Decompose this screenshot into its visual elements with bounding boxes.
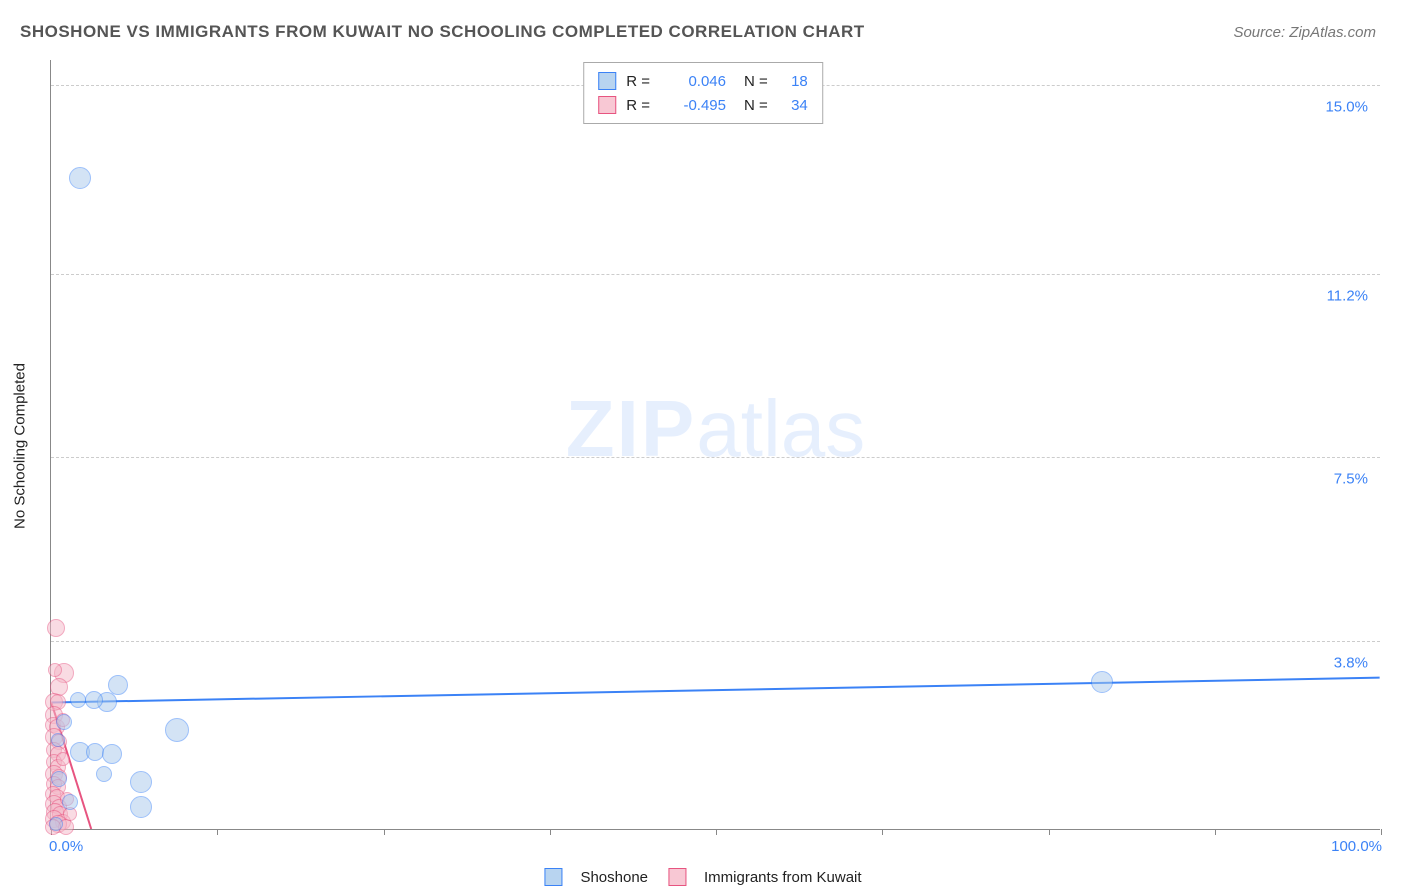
legend-n-value: 34 [774, 97, 808, 114]
legend-n-label: N = [744, 97, 768, 114]
legend-series-label: Immigrants from Kuwait [704, 869, 862, 886]
legend-r-label: R = [626, 73, 650, 90]
gridline [51, 641, 1380, 642]
data-point [102, 744, 122, 764]
x-tick [217, 829, 218, 835]
x-tick [1215, 829, 1216, 835]
data-point [69, 167, 91, 189]
data-point [1091, 671, 1113, 693]
y-tick-label: 15.0% [1325, 98, 1368, 115]
legend-swatch [544, 868, 562, 886]
legend-series-label: Shoshone [580, 869, 648, 886]
data-point [130, 771, 152, 793]
legend-row: R = 0.046 N = 18 [598, 69, 808, 93]
x-tick [1049, 829, 1050, 835]
data-point [62, 794, 78, 810]
chart-title: SHOSHONE VS IMMIGRANTS FROM KUWAIT NO SC… [20, 22, 865, 42]
gridline [51, 274, 1380, 275]
x-tick [384, 829, 385, 835]
legend-row: R = -0.495 N = 34 [598, 93, 808, 117]
trend-line [51, 678, 1379, 703]
source-label: Source: ZipAtlas.com [1233, 24, 1376, 41]
y-axis-label: No Schooling Completed [12, 363, 29, 529]
data-point [165, 718, 189, 742]
trend-lines-layer [51, 60, 1380, 829]
legend-n-label: N = [744, 73, 768, 90]
data-point [108, 675, 128, 695]
data-point [51, 771, 67, 787]
x-tick [550, 829, 551, 835]
legend-item: Shoshone [544, 868, 648, 886]
data-point [51, 733, 65, 747]
legend-r-label: R = [626, 97, 650, 114]
y-tick-label: 7.5% [1334, 471, 1368, 488]
legend-n-value: 18 [774, 73, 808, 90]
legend-r-value: 0.046 [656, 73, 726, 90]
x-tick [1381, 829, 1382, 835]
x-axis-label-min: 0.0% [49, 838, 83, 855]
data-point [85, 691, 103, 709]
series-legend: Shoshone Immigrants from Kuwait [544, 868, 861, 886]
data-point [130, 796, 152, 818]
legend-swatch [598, 96, 616, 114]
legend-swatch [598, 72, 616, 90]
data-point [47, 619, 65, 637]
legend-r-value: -0.495 [656, 97, 726, 114]
data-point [48, 663, 62, 677]
x-axis-label-max: 100.0% [1331, 838, 1382, 855]
data-point [49, 817, 63, 831]
scatter-plot-area: ZIPatlas 0.0% 100.0% 3.8%7.5%11.2%15.0% [50, 60, 1380, 830]
data-point [56, 752, 70, 766]
legend-swatch [668, 868, 686, 886]
data-point [56, 714, 72, 730]
data-point [96, 766, 112, 782]
data-point [86, 743, 104, 761]
data-point [70, 692, 86, 708]
x-tick [882, 829, 883, 835]
legend-item: Immigrants from Kuwait [668, 868, 862, 886]
gridline [51, 457, 1380, 458]
correlation-legend: R = 0.046 N = 18 R = -0.495 N = 34 [583, 62, 823, 124]
y-tick-label: 11.2% [1327, 287, 1368, 304]
y-tick-label: 3.8% [1334, 655, 1368, 672]
x-tick [716, 829, 717, 835]
watermark: ZIPatlas [566, 383, 865, 475]
